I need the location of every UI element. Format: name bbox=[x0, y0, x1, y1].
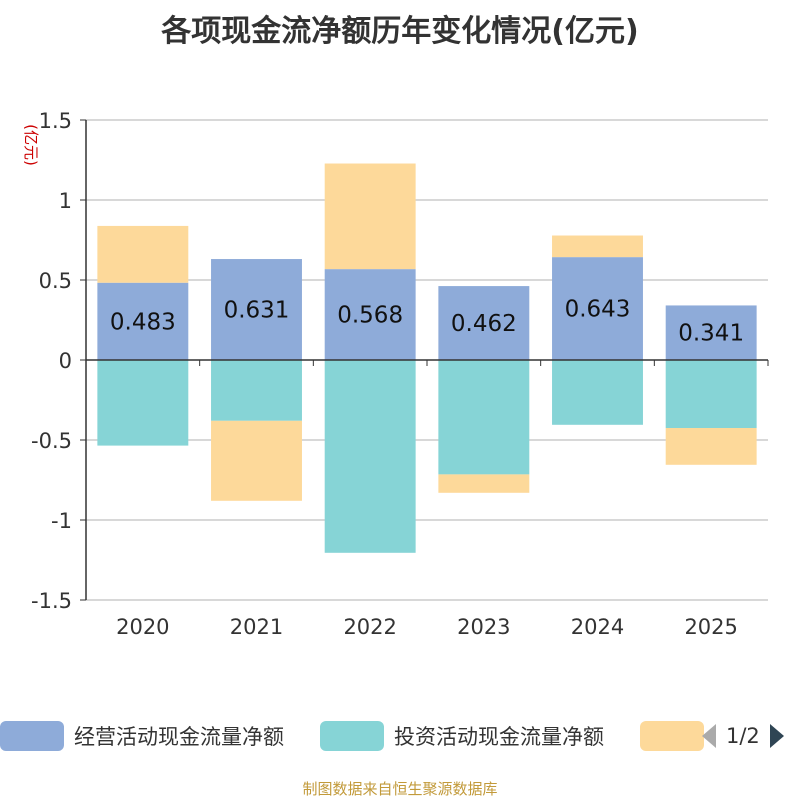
legend-item-investing[interactable]: 投资活动现金流量净额 bbox=[320, 716, 604, 756]
bar-financing bbox=[665, 428, 757, 465]
source-footer: 制图数据来自恒生聚源数据库 bbox=[302, 780, 498, 798]
grid-layer bbox=[86, 119, 768, 601]
x-tick-label: 2020 bbox=[116, 615, 169, 639]
y-tick-label: 0 bbox=[59, 349, 72, 373]
bar-financing bbox=[211, 420, 302, 501]
legend-swatch-financing bbox=[640, 721, 704, 751]
data-label: 0.341 bbox=[678, 321, 744, 347]
bar-financing bbox=[552, 235, 643, 258]
y-tick-label: -1 bbox=[51, 509, 72, 533]
legend-item-financing[interactable] bbox=[640, 716, 704, 756]
bar-investing bbox=[97, 360, 189, 446]
y-tick-label: 1.5 bbox=[39, 109, 72, 133]
bar-operating bbox=[97, 282, 189, 360]
data-label: 0.568 bbox=[337, 303, 403, 329]
x-tick-label: 2022 bbox=[343, 615, 396, 639]
y-tick-label: 0.5 bbox=[39, 269, 72, 293]
chart-title: 各项现金流净额历年变化情况(亿元) bbox=[161, 14, 639, 49]
legend: 经营活动现金流量净额 投资活动现金流量净额 bbox=[0, 716, 800, 756]
data-label: 0.631 bbox=[224, 298, 290, 324]
legend-item-operating[interactable]: 经营活动现金流量净额 bbox=[0, 716, 284, 756]
label-layer: 0.483 0.631 0.568 0.462 0.643 0.341 bbox=[110, 297, 744, 347]
legend-label-investing: 投资活动现金流量净额 bbox=[394, 725, 604, 749]
x-tick-label: 2021 bbox=[230, 615, 283, 639]
legend-swatch-operating bbox=[0, 721, 64, 751]
bar-investing bbox=[552, 360, 643, 425]
y-tick-label: -1.5 bbox=[31, 589, 72, 613]
x-tick-label: 2025 bbox=[684, 615, 737, 639]
bar-operating bbox=[665, 305, 757, 360]
legend-swatch-investing bbox=[320, 721, 384, 751]
bar-investing bbox=[665, 360, 757, 428]
data-label: 0.462 bbox=[451, 311, 517, 337]
bar-financing bbox=[97, 225, 189, 283]
y-tick-label: -0.5 bbox=[31, 429, 72, 453]
x-tick-label: 2024 bbox=[571, 615, 624, 639]
bar-operating bbox=[324, 269, 416, 360]
data-label: 0.643 bbox=[565, 297, 631, 323]
data-label: 0.483 bbox=[110, 309, 176, 335]
bar-investing bbox=[438, 360, 530, 475]
bar-investing bbox=[211, 360, 302, 421]
y-unit-label: (亿元) bbox=[22, 124, 40, 166]
bar-investing bbox=[324, 360, 416, 553]
bar-operating bbox=[552, 257, 643, 360]
triangle-left-icon[interactable] bbox=[700, 722, 718, 750]
axis-layer: 1.5 1 0.5 0 -0.5 -1 -1.5 2020 2021 2022 2023 2024 20… bbox=[22, 109, 769, 639]
bar-operating bbox=[211, 259, 302, 360]
bar-financing bbox=[438, 474, 530, 493]
legend-pager: 1/2 bbox=[700, 716, 786, 756]
bar-operating bbox=[438, 286, 530, 360]
y-tick-label: 1 bbox=[59, 189, 72, 213]
x-tick-label: 2023 bbox=[457, 615, 510, 639]
triangle-right-icon[interactable] bbox=[768, 722, 786, 750]
bar-layer bbox=[97, 163, 757, 553]
bar-financing bbox=[324, 163, 416, 270]
legend-label-operating: 经营活动现金流量净额 bbox=[74, 725, 284, 749]
legend-page-indicator: 1/2 bbox=[726, 724, 760, 748]
